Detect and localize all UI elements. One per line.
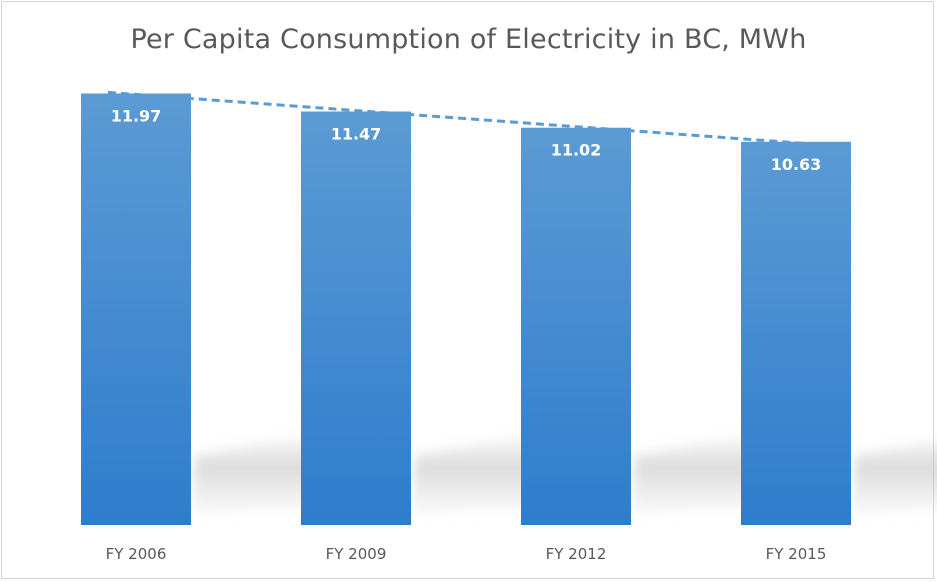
x-tick-label: FY 2009 [326, 545, 387, 563]
x-tick-label: FY 2006 [106, 545, 167, 563]
chart-title: Per Capita Consumption of Electricity in… [130, 24, 807, 55]
bar-fy-2015 [741, 141, 851, 525]
x-tick-label: FY 2012 [546, 545, 607, 563]
data-label: 11.97 [111, 106, 162, 125]
bar-fy-2006 [81, 93, 191, 525]
bar-shadow [851, 440, 937, 513]
bar-fy-2009 [301, 111, 411, 525]
bar-fy-2012 [521, 127, 631, 525]
x-tick-label: FY 2015 [766, 545, 827, 563]
data-label: 10.63 [771, 155, 822, 174]
data-label: 11.02 [551, 141, 602, 160]
trendline [107, 90, 825, 147]
data-label: 11.47 [331, 125, 382, 144]
